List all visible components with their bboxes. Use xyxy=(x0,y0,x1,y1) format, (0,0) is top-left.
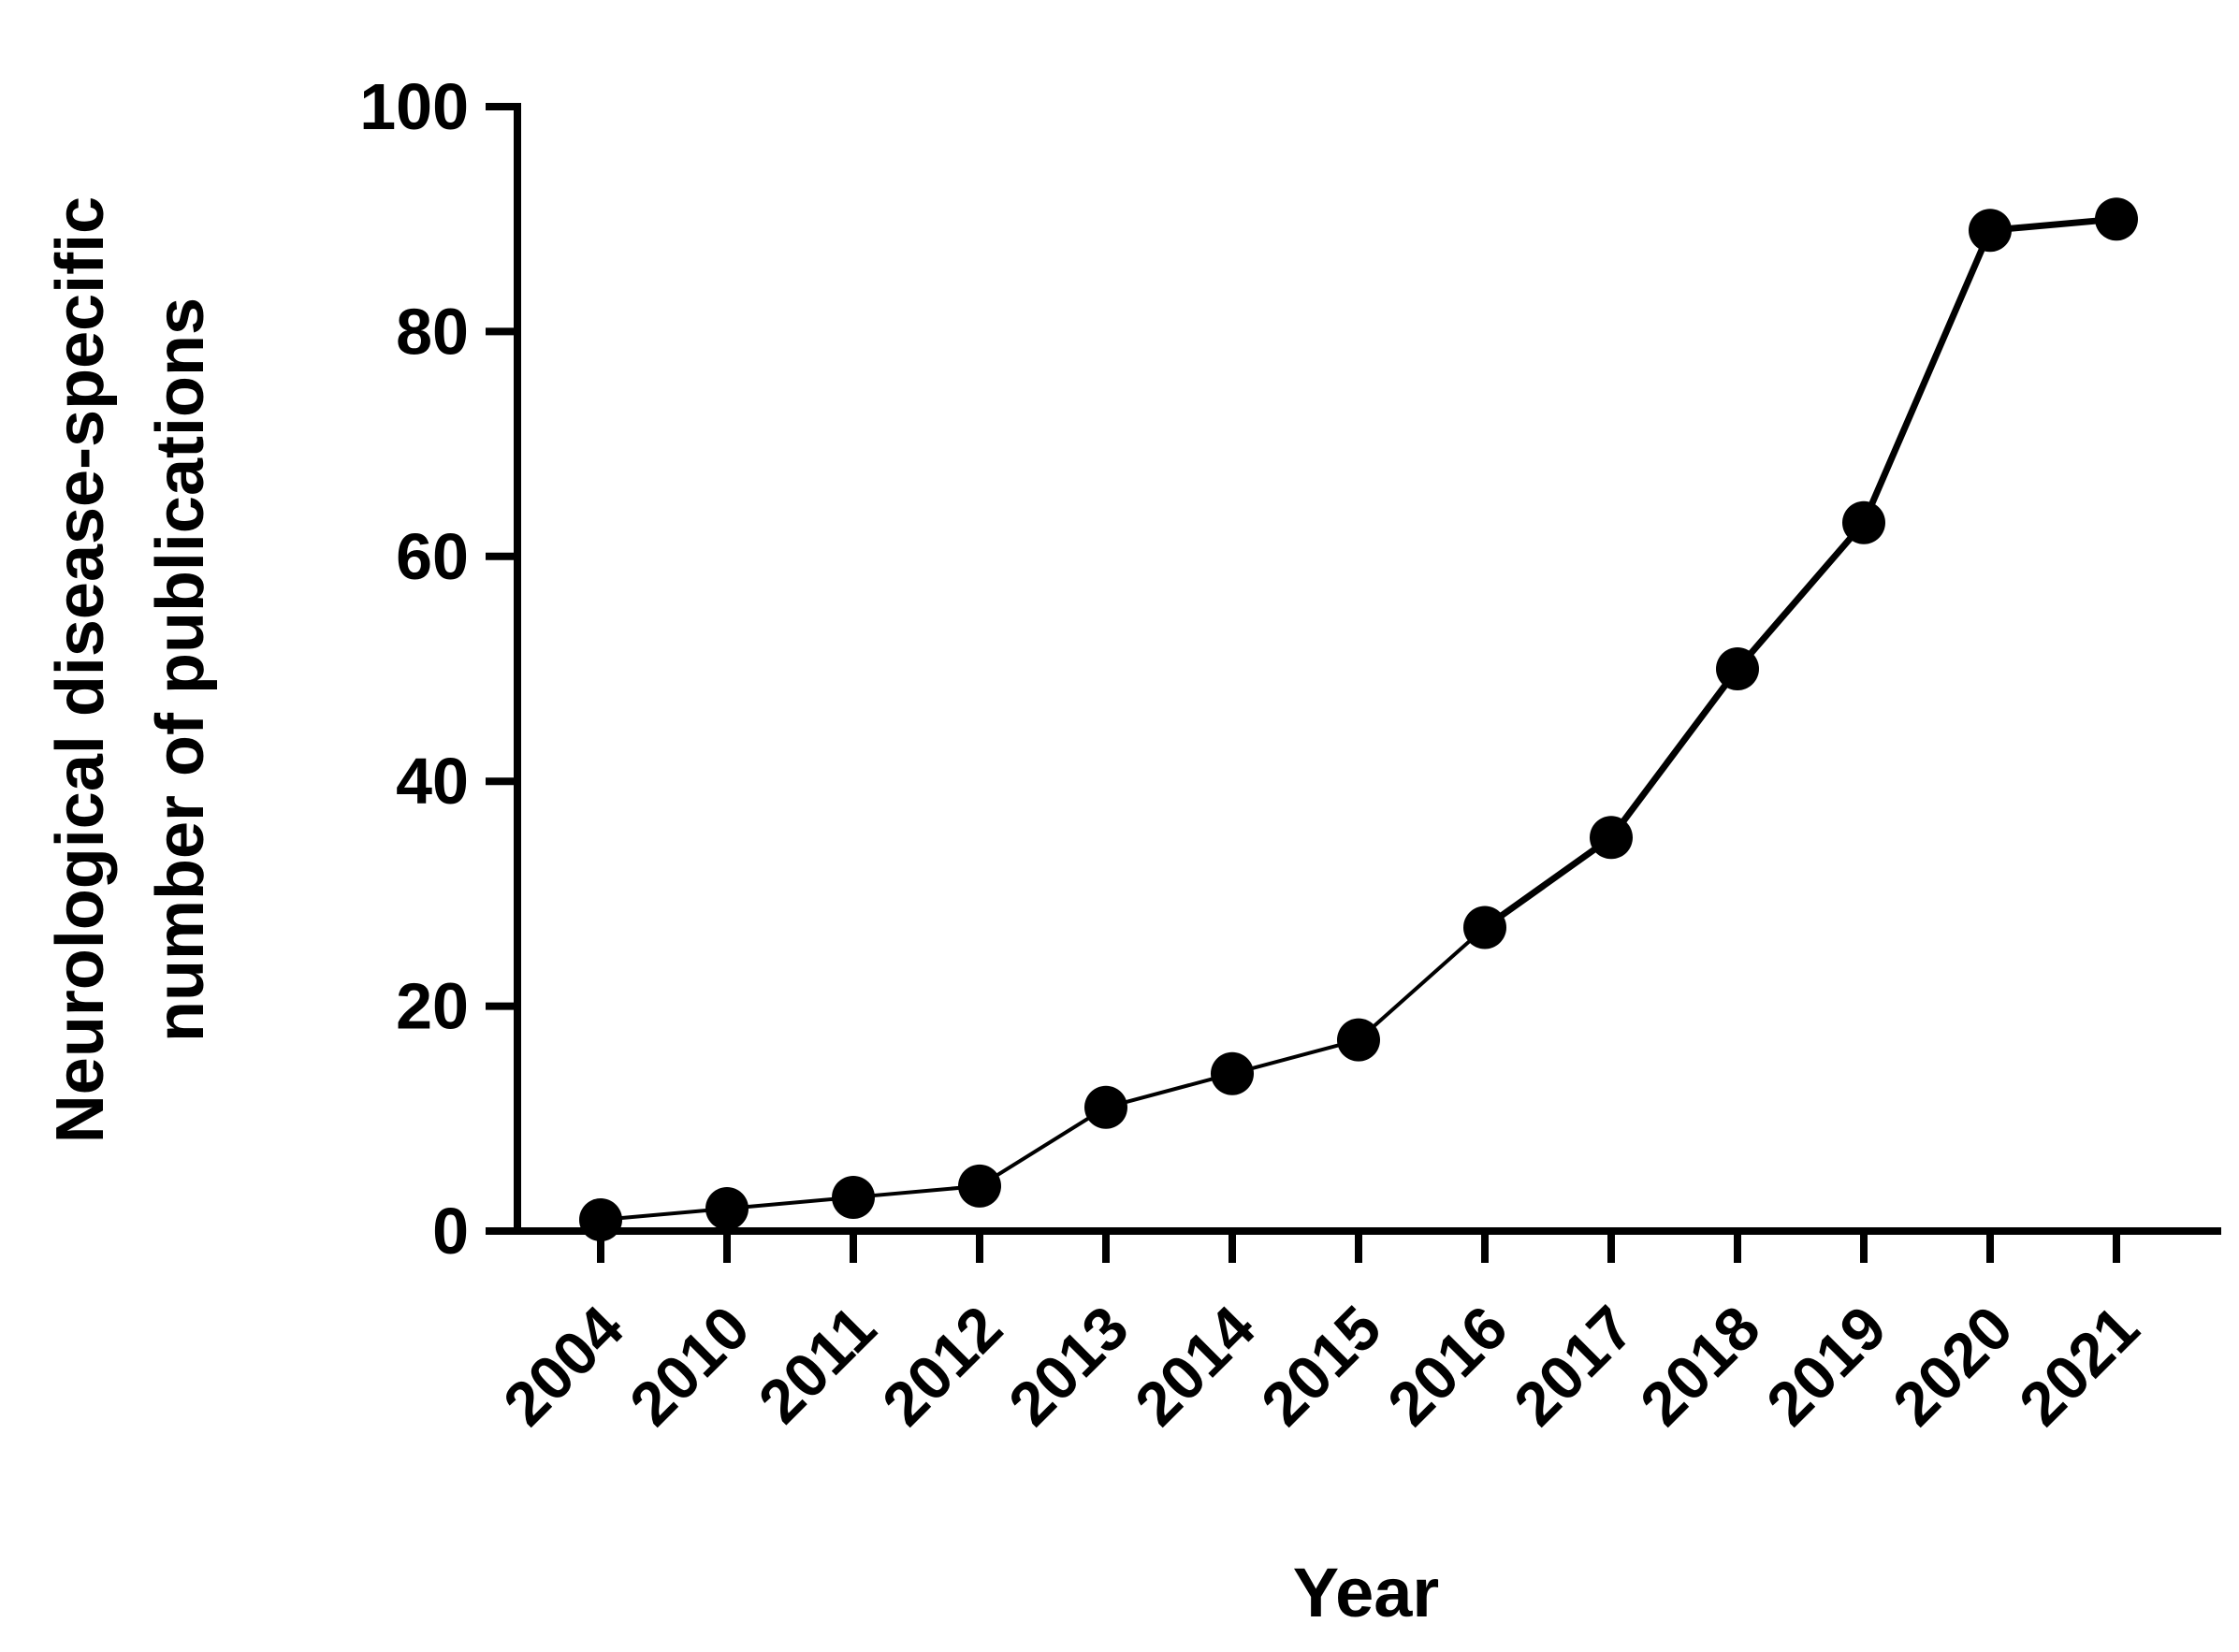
y-tick-label: 80 xyxy=(396,295,469,368)
data-point xyxy=(1084,1085,1127,1129)
series-line-segment xyxy=(1734,519,1868,673)
series-line-segment xyxy=(1357,925,1487,1042)
data-point xyxy=(1590,816,1633,860)
x-tick-label: 2016 xyxy=(1374,1293,1520,1439)
y-tick-label: 20 xyxy=(396,970,469,1043)
y-tick-label: 0 xyxy=(432,1195,469,1268)
data-point xyxy=(2095,197,2138,241)
series-line-segment xyxy=(1607,665,1741,841)
y-axis-title-line-2: number of publications xyxy=(143,297,218,1042)
data-point xyxy=(1211,1051,1254,1095)
data-point xyxy=(579,1197,622,1241)
x-tick-label: 2012 xyxy=(869,1293,1015,1439)
x-tick-label: 2011 xyxy=(745,1293,889,1437)
x-tick-label: 2010 xyxy=(617,1293,763,1439)
x-tick-label: 2021 xyxy=(2006,1293,2152,1439)
y-axis-title-line-1: Neurological disease-specific xyxy=(43,196,118,1143)
data-point xyxy=(958,1164,1001,1208)
data-point xyxy=(832,1175,875,1219)
x-tick-label: 2018 xyxy=(1627,1293,1773,1439)
series-line-segment xyxy=(1230,1037,1360,1076)
series-line-segment xyxy=(1481,833,1615,931)
y-tick-label: 40 xyxy=(396,745,469,818)
x-tick-label: 2014 xyxy=(1122,1292,1268,1438)
data-point xyxy=(1716,647,1759,690)
data-point xyxy=(1337,1018,1380,1062)
x-axis-title: Year xyxy=(1293,1554,1439,1631)
series-layer xyxy=(579,197,2138,1241)
series-line-segment xyxy=(1104,1071,1234,1109)
y-tick-label: 60 xyxy=(396,520,469,593)
x-tick-label: 2015 xyxy=(1248,1293,1394,1439)
x-tick-label: 2004 xyxy=(490,1292,636,1438)
y-tick-label: 100 xyxy=(359,70,469,143)
x-tick-label: 2013 xyxy=(996,1293,1141,1439)
series-line-segment xyxy=(978,1105,1108,1188)
y-axis-title: Neurological disease-specific number of … xyxy=(43,196,218,1143)
axes xyxy=(514,103,2221,1235)
data-point xyxy=(1969,209,2012,253)
data-point xyxy=(705,1186,749,1230)
x-tick-label: 2020 xyxy=(1880,1293,2026,1439)
y-ticks: 0 20 40 60 80 100 xyxy=(359,70,517,1268)
x-tick-label: 2017 xyxy=(1501,1293,1647,1439)
x-tick-label: 2019 xyxy=(1753,1293,1899,1439)
data-point xyxy=(1463,906,1506,949)
series-line-segment xyxy=(1860,226,1994,527)
data-point xyxy=(1842,500,1885,544)
x-ticks: 2004201020112012201320142015201620172018… xyxy=(490,1231,2152,1439)
